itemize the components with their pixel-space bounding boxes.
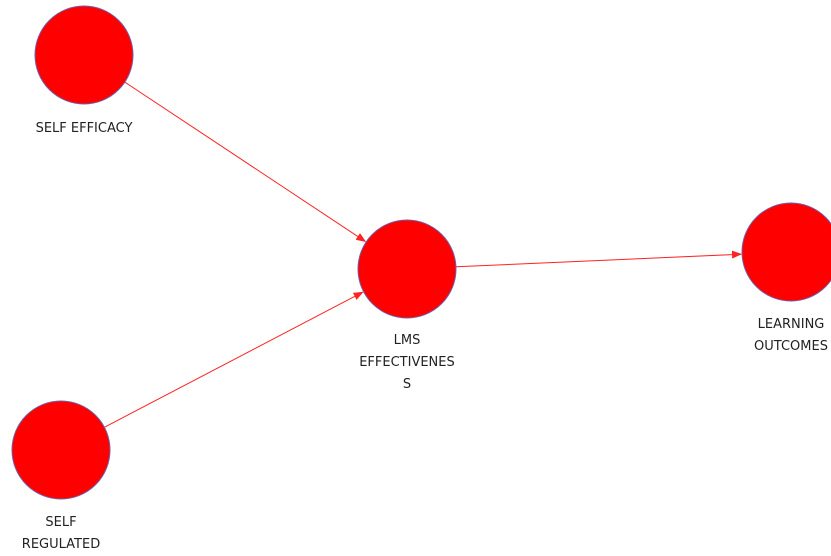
- edge-self-regulated-to-lms-effectiveness: [104, 291, 364, 428]
- node-self-regulated[interactable]: [11, 400, 111, 500]
- node-lms-effectiveness[interactable]: [357, 219, 457, 319]
- node-self-efficacy[interactable]: [34, 5, 134, 105]
- node-label-learning-outcomes: LEARNING OUTCOMES: [754, 317, 828, 354]
- edge-self-efficacy-to-lms-effectiveness: [124, 81, 367, 242]
- node-label-lms-effectiveness: LMS EFFECTIVENES S: [359, 333, 455, 392]
- node-label-self-efficacy: SELF EFFICACY: [35, 121, 133, 136]
- edge-lms-effectiveness-to-learning-outcomes: [455, 250, 742, 268]
- node-learning-outcomes[interactable]: [741, 202, 831, 302]
- node-label-self-regulated: SELF REGULATED: [21, 515, 101, 552]
